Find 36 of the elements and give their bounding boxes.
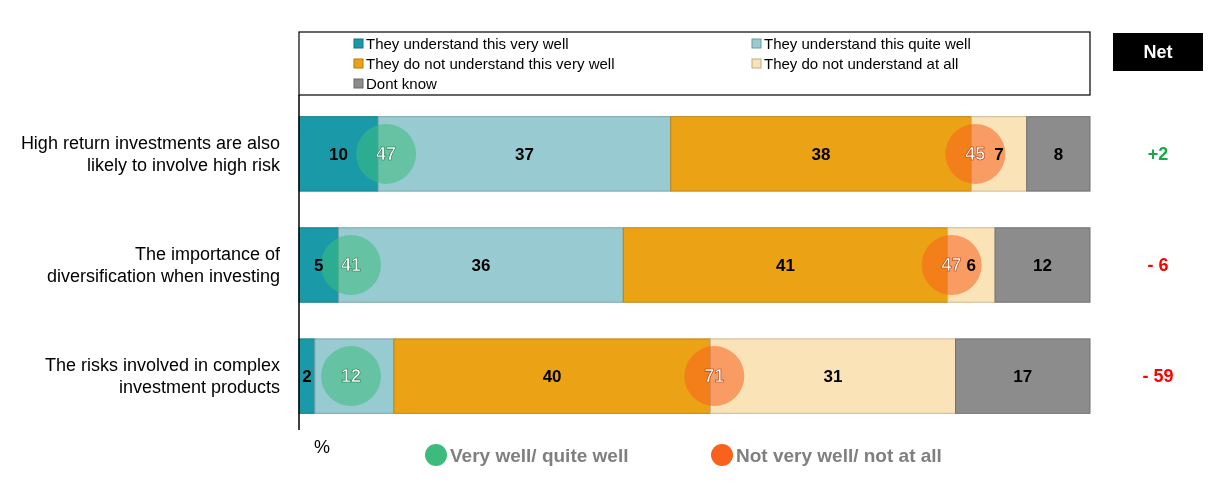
- bar: [994, 227, 1091, 303]
- y-tick-label: The importance of diversification when investing: [46, 244, 281, 287]
- text: Net: [1143, 42, 1173, 63]
- legend-label: They understand this quite well: [764, 35, 971, 53]
- legend-label: They do not understand at all: [764, 55, 959, 73]
- text: Not very well/ not at all: [736, 444, 942, 466]
- x-axis-title: %: [313, 437, 331, 458]
- legend-label: Dont know: [366, 75, 438, 93]
- bar: [955, 338, 1091, 414]
- data-label: 40: [542, 367, 562, 387]
- data-label: 5: [314, 255, 324, 275]
- annotation: 41: [340, 255, 362, 276]
- data-label: 6: [966, 255, 977, 275]
- data-label: 36: [471, 255, 491, 275]
- y-tick-label: The risks involved in complex investment products: [44, 355, 280, 398]
- data-label: 41: [776, 255, 795, 275]
- legend-label: They understand this very well: [366, 35, 569, 53]
- text: - 6: [1147, 255, 1169, 276]
- annotation: 12: [340, 366, 362, 387]
- data-label: 7: [994, 144, 1004, 164]
- data-label: 37: [514, 144, 534, 164]
- data-label: 31: [823, 367, 843, 387]
- bar: [314, 338, 395, 414]
- y-tick-label: High return investments are also likely to involve high risk: [20, 133, 281, 176]
- bar: [1026, 116, 1091, 192]
- data-label: 10: [329, 144, 349, 164]
- data-label: 12: [1033, 255, 1052, 275]
- annotation: 47: [376, 144, 397, 165]
- data-label: 17: [1013, 367, 1033, 387]
- text: +2: [1147, 144, 1169, 165]
- legend-label: They do not understand this very well: [366, 55, 615, 73]
- data-label: 8: [1053, 144, 1064, 164]
- data-label: 2: [302, 367, 312, 387]
- text: - 59: [1142, 366, 1174, 387]
- text: Very well/ quite well: [450, 444, 629, 466]
- data-label: 38: [811, 144, 831, 164]
